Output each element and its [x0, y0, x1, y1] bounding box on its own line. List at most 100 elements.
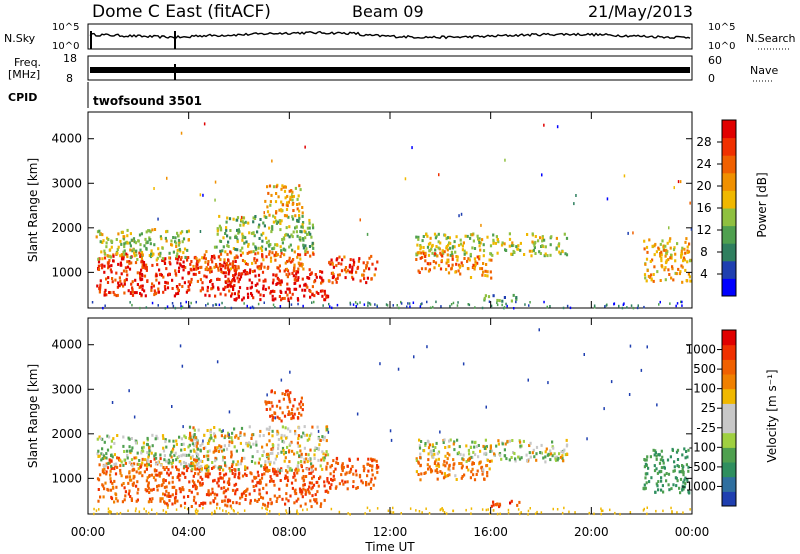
velocity-y-axis: 4000 3000 2000 1000: [51, 338, 692, 485]
nsky-label: N.Sky: [4, 32, 36, 45]
colorbar-swatch: [722, 403, 736, 419]
colorbar-tick-label: 500: [693, 362, 716, 376]
colorbar-tick-label: -100: [689, 440, 716, 454]
colorbar-tick-label: 12: [696, 223, 711, 237]
data-blob-9: [642, 447, 691, 495]
colorbar-swatch: [722, 120, 736, 139]
data-blob-12: [643, 237, 692, 284]
y-tick-label: 4000: [51, 132, 82, 146]
colorbar-tick-label: -1000: [681, 479, 716, 493]
colorbar-tick-label: 4: [700, 267, 708, 281]
colorbar-swatch: [722, 260, 736, 279]
velocity-panel-data: [93, 328, 691, 516]
colorbar-tick-label: 20: [696, 179, 711, 193]
data-blob-11: [483, 293, 518, 303]
data-blob-0: [96, 250, 145, 298]
velocity-y-label: Slant Range [km]: [26, 364, 40, 468]
nave-tick-high: 60: [708, 54, 722, 67]
nsky-tick-low: 10^0: [52, 41, 79, 52]
freq-panel: [87, 55, 693, 81]
freq-tick-high: 18: [63, 52, 77, 65]
nsky-trace: [89, 30, 691, 40]
nave-tick-low: 0: [708, 72, 715, 85]
colorbar-swatch: [722, 172, 736, 191]
colorbar-swatch: [722, 243, 736, 262]
y-tick-label: 4000: [51, 338, 82, 352]
plot-title: Dome C East (fitACF): [92, 2, 271, 22]
data-blob-4: [95, 228, 190, 262]
colorbar-swatch: [722, 330, 736, 346]
date-label: 21/May/2013: [588, 2, 693, 21]
data-blob-6: [213, 214, 315, 254]
data-blob-8: [490, 499, 521, 509]
colorbar-tick-label: 100: [693, 382, 716, 396]
colorbar-swatch: [722, 137, 736, 156]
data-blob-3: [327, 254, 379, 285]
nsearch-label: N.Search: [746, 32, 796, 45]
freq-trace: [90, 67, 690, 73]
nave-label: Nave: [750, 64, 778, 77]
colorbar-swatch: [722, 344, 736, 360]
data-blob-6: [415, 438, 569, 464]
colorbar-swatch: [722, 278, 736, 297]
colorbar-swatch: [722, 476, 736, 492]
data-blob-5: [327, 456, 380, 491]
data-blob-4: [264, 389, 304, 423]
x-tick-label: 08:00: [272, 525, 307, 539]
data-blob-2: [226, 267, 330, 303]
data-blob-1: [138, 254, 241, 298]
data-blob-1: [163, 465, 330, 509]
colorbar-swatch: [722, 491, 736, 507]
colorbar-swatch: [722, 432, 736, 448]
x-tick-label: 04:00: [171, 525, 206, 539]
data-blob-7: [415, 456, 492, 482]
power-colorbar: 28 24 20 16 12 8 4: [696, 119, 737, 297]
x-tick-label: 00:00: [71, 525, 106, 539]
freq-label-2: [MHz]: [8, 68, 40, 81]
colorbar-swatch: [722, 418, 736, 434]
y-tick-label: 1000: [51, 265, 82, 279]
colorbar-swatch: [722, 155, 736, 174]
x-axis-label: Time UT: [364, 540, 415, 554]
data-blob-8: [415, 232, 569, 258]
power-colorbar-label: Power [dB]: [755, 172, 769, 237]
nsky-tick-high: 10^5: [52, 22, 79, 33]
data-blob-10: [454, 255, 493, 280]
x-tick-label: 12:00: [373, 525, 408, 539]
colorbar-tick-label: 1000: [685, 343, 716, 357]
y-tick-label: 3000: [51, 176, 82, 190]
colorbar-swatch: [722, 374, 736, 390]
colorbar-tick-label: 8: [700, 245, 708, 259]
freq-label-1: Freq.: [14, 56, 41, 69]
velocity-colorbar-label: Velocity [m s⁻¹]: [765, 369, 779, 462]
colorbar-swatch: [722, 190, 736, 209]
nsearch-tick-high: 10^5: [708, 22, 735, 33]
colorbar-frame: [721, 329, 737, 507]
cpid-label: CPID: [8, 91, 37, 104]
data-blob-9: [415, 250, 454, 275]
colorbar-swatch: [722, 208, 736, 227]
colorbar-swatch: [722, 225, 736, 244]
colorbar-tick-label: 24: [696, 157, 711, 171]
data-blob-5: [189, 250, 315, 271]
colorbar-tick-label: 28: [696, 135, 711, 149]
colorbar-tick-label: -500: [689, 460, 716, 474]
data-blob-3: [188, 425, 330, 473]
y-tick-label: 2000: [51, 221, 82, 235]
colorbar-tick-label: 16: [696, 201, 711, 215]
power-y-axis: 4000 3000 2000 1000: [51, 132, 692, 279]
velocity-panel-frame: [87, 317, 693, 515]
freq-tick-low: 8: [66, 72, 73, 85]
nsky-panel: [87, 23, 693, 50]
colorbar-tick-label: -25: [696, 421, 716, 435]
y-tick-label: 3000: [51, 382, 82, 396]
colorbar-swatch: [722, 359, 736, 375]
time-x-axis: 00:00 04:00 08:00 12:00 16:00 20:00 00:00: [71, 112, 709, 539]
power-panel-frame: [87, 111, 693, 309]
velocity-colorbar: 1000 500 100 25 -25 -100 -500 -1000: [681, 329, 737, 507]
power-y-label: Slant Range [km]: [26, 158, 40, 262]
beam-label: Beam 09: [352, 2, 424, 21]
nsearch-tick-low: 10^0: [708, 41, 735, 52]
x-tick-label: 16:00: [473, 525, 508, 539]
